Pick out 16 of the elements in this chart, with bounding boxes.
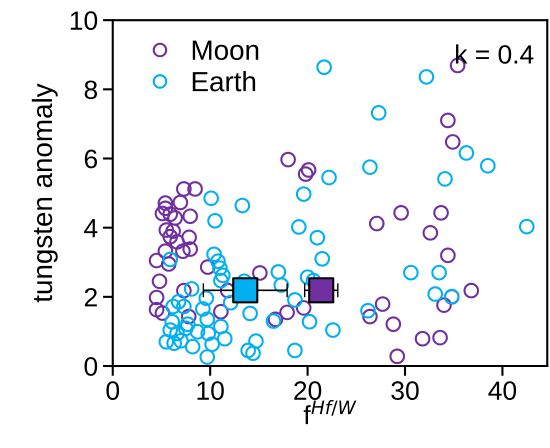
- y-axis-title: tungsten anomaly: [32, 83, 58, 302]
- y-tick-label: 2: [84, 288, 97, 306]
- x-tick-label: 20: [294, 381, 322, 400]
- x-tick-label: 40: [488, 381, 516, 400]
- y-tick-label: 8: [84, 80, 98, 100]
- x-tick-label: 10: [198, 381, 224, 400]
- annotation: k = 0.4: [456, 44, 534, 64]
- y-tick-label: 10: [70, 11, 98, 30]
- y-tick-label: 6: [84, 150, 98, 168]
- x-tick-label: 30: [391, 381, 419, 400]
- legend-label: Moon: [192, 40, 258, 60]
- y-tick-label: 0: [84, 357, 98, 376]
- x-tick-label: 0: [106, 381, 120, 400]
- x-axis-title: f$^{Hf/W}$: [304, 400, 356, 424]
- legend-label: Earth: [192, 71, 256, 92]
- y-tick-label: 4: [84, 219, 98, 238]
